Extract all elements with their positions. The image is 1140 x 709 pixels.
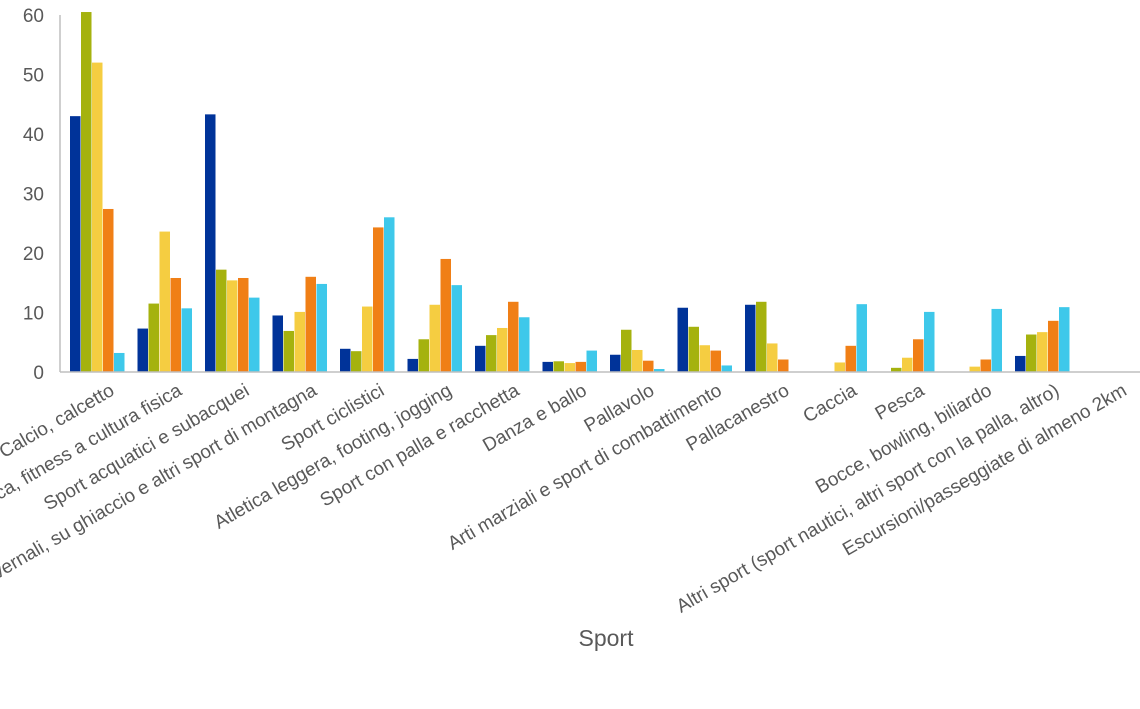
bar: [575, 361, 586, 372]
bar: [316, 283, 327, 372]
bar: [373, 227, 384, 372]
bar: [440, 258, 451, 372]
bar: [621, 329, 632, 372]
bar: [508, 301, 519, 372]
bar: [980, 359, 991, 372]
bar: [756, 301, 767, 372]
bar: [856, 304, 867, 372]
bar: [137, 328, 148, 372]
bar: [238, 277, 249, 372]
bar: [924, 311, 935, 372]
bar: [170, 277, 181, 372]
bar: [845, 345, 856, 372]
bar: [305, 276, 316, 372]
bar: [340, 348, 351, 372]
y-tick-label: 40: [23, 125, 44, 146]
bar: [699, 345, 710, 372]
bar: [351, 351, 362, 372]
bar: [497, 327, 508, 372]
bar: [834, 362, 845, 372]
bar: [486, 335, 497, 372]
bar: [1037, 332, 1048, 372]
bar: [249, 297, 260, 372]
bar: [429, 304, 440, 372]
bar: [767, 343, 778, 372]
bar: [969, 366, 980, 372]
bar: [542, 361, 553, 372]
y-tick-label: 0: [33, 363, 44, 384]
bar: [148, 303, 159, 372]
bar: [553, 361, 564, 372]
bars: [70, 12, 1070, 373]
bar: [913, 339, 924, 372]
bar: [1059, 307, 1070, 372]
bar: [688, 326, 699, 372]
bar: [103, 208, 114, 372]
bar: [778, 359, 789, 372]
bar: [159, 231, 170, 372]
bar: [362, 306, 373, 372]
x-axis-title: Sport: [579, 625, 635, 651]
bar: [407, 358, 418, 372]
bar: [81, 12, 92, 373]
bar: [891, 367, 902, 372]
bar: [991, 308, 1002, 372]
y-tick-label: 60: [23, 6, 44, 27]
bar: [205, 114, 216, 373]
bar: [1015, 355, 1026, 372]
bar: [1026, 334, 1037, 372]
bar: [902, 357, 913, 372]
bar: [294, 311, 305, 372]
bar: [384, 217, 395, 372]
x-category-label: Caccia: [800, 380, 861, 427]
bar: [710, 350, 721, 372]
bar: [92, 62, 103, 372]
y-tick-label: 50: [23, 66, 44, 87]
bar: [227, 280, 238, 372]
bar: [632, 349, 643, 372]
bar: [721, 365, 732, 372]
bar: [70, 116, 81, 373]
bar: [610, 354, 621, 372]
bar: [475, 345, 486, 372]
bar: [519, 317, 530, 372]
bar: [745, 304, 756, 372]
y-tick-label: 20: [23, 244, 44, 265]
bar: [272, 315, 283, 372]
y-tick-label: 10: [23, 304, 44, 325]
bar: [181, 308, 192, 372]
bar: [216, 269, 227, 372]
bar: [1048, 320, 1059, 372]
bar: [586, 350, 597, 372]
bar: [677, 307, 688, 372]
bar: [451, 285, 462, 372]
bar: [564, 363, 575, 372]
y-axis-ticks: 0 10 20 30 40 50 60: [23, 6, 44, 384]
y-tick-label: 30: [23, 185, 44, 206]
bar: [643, 360, 654, 372]
x-axis-category-labels: Calcio, calcettoGinnastica, aerobica, fi…: [0, 380, 1131, 618]
bar: [114, 352, 125, 372]
bar: [283, 330, 294, 372]
bar: [654, 369, 665, 372]
bar: [418, 339, 429, 372]
